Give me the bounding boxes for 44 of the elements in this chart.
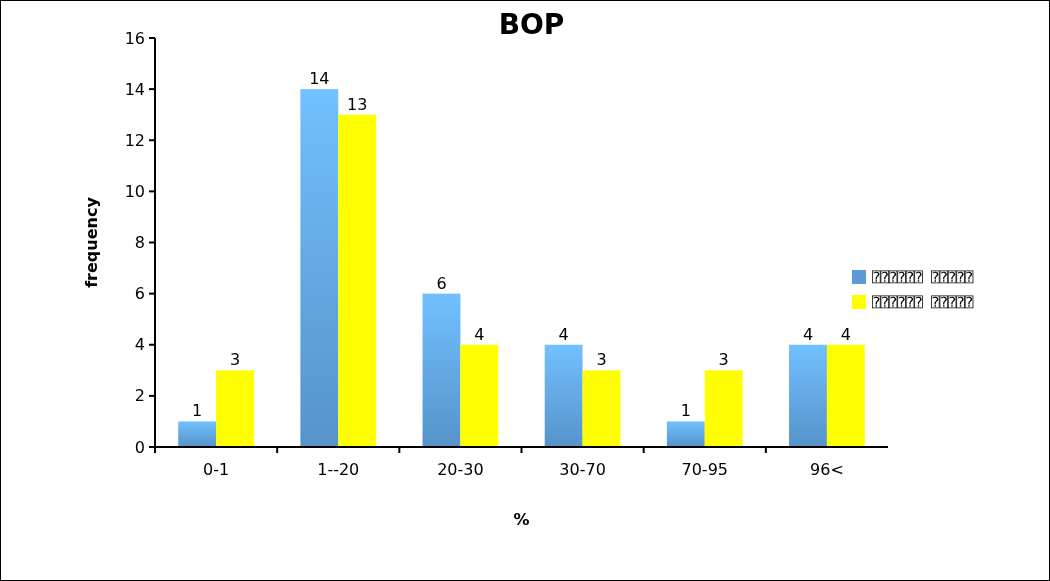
bar [704,370,743,447]
y-tick-label: 8 [134,233,145,253]
x-tick-label: 0-1 [203,460,230,479]
data-label: 4 [840,324,851,344]
legend-label: ⍰⍰⍰⍰⍰⍰ ⍰⍰⍰⍰⍰ [872,268,974,285]
data-label: 3 [229,350,241,370]
x-axis-title: % [513,510,530,529]
chart-title: BOP [498,8,565,41]
bar [178,421,217,447]
y-axis-title: frequency [82,196,101,288]
bar [666,421,705,447]
bar [338,114,377,447]
x-tick-label: 96< [810,460,844,479]
data-label: 3 [718,350,729,370]
bar [826,344,865,447]
x-tick-label: 1--20 [317,460,360,479]
data-label: 1 [192,401,203,421]
data-label: 14 [309,69,330,89]
y-tick-label: 2 [134,386,145,406]
y-tick-label: 16 [124,28,145,48]
data-label: 3 [596,350,607,370]
bar [460,344,499,447]
y-tick-label: 6 [134,284,145,304]
y-tick-label: 10 [124,181,145,201]
y-tick-label: 4 [134,335,145,355]
bar [544,344,583,447]
bar [300,89,339,447]
data-label: 4 [474,324,485,344]
bar [789,344,827,447]
bar [582,370,621,447]
data-label: 6 [436,273,447,293]
data-label: 13 [347,94,368,114]
x-tick-label: 30-70 [559,460,606,479]
data-label: 4 [802,324,814,344]
bar [216,370,254,447]
data-label: 1 [680,401,691,421]
data-label: 4 [558,324,569,344]
x-tick-label: 70-95 [681,460,728,479]
legend-label: ⍰⍰⍰⍰⍰⍰ ⍰⍰⍰⍰⍰ [872,293,974,310]
y-tick-label: 14 [124,79,145,99]
y-tick-label: 0 [134,437,145,457]
y-tick-label: 12 [124,130,145,150]
x-tick-label: 20-30 [437,460,484,479]
bar [422,293,461,447]
